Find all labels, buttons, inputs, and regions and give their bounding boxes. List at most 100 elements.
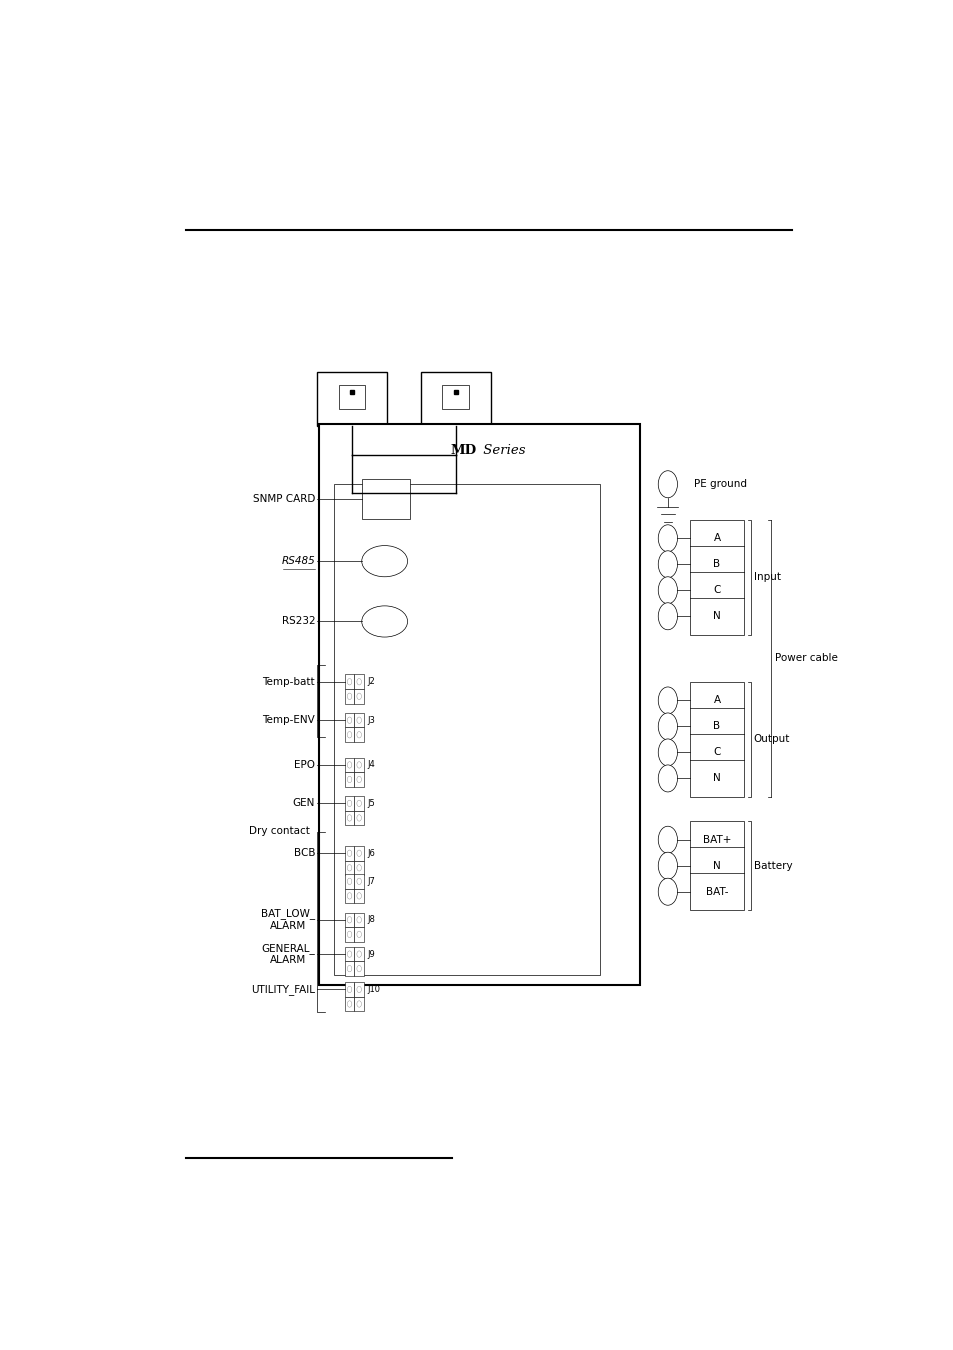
Circle shape [347, 814, 352, 821]
Text: J2: J2 [367, 678, 375, 686]
FancyBboxPatch shape [354, 757, 364, 772]
Ellipse shape [361, 606, 407, 637]
Text: N: N [713, 861, 720, 871]
Circle shape [356, 917, 361, 923]
Circle shape [356, 776, 361, 783]
Text: BCB: BCB [294, 848, 314, 859]
Ellipse shape [361, 545, 407, 576]
Circle shape [658, 826, 677, 853]
Circle shape [347, 878, 352, 884]
Text: SNMP CARD: SNMP CARD [253, 494, 314, 504]
Circle shape [347, 987, 352, 992]
Circle shape [347, 801, 352, 806]
FancyBboxPatch shape [344, 983, 354, 996]
FancyBboxPatch shape [344, 913, 354, 927]
Circle shape [347, 732, 352, 738]
Text: Series: Series [478, 444, 524, 458]
FancyBboxPatch shape [354, 675, 364, 688]
FancyBboxPatch shape [354, 728, 364, 743]
Circle shape [347, 965, 352, 972]
Circle shape [658, 525, 677, 552]
Text: J8: J8 [367, 915, 375, 925]
Text: B: B [713, 721, 720, 732]
Text: C: C [713, 586, 720, 595]
Text: J6: J6 [367, 849, 375, 857]
Circle shape [347, 950, 352, 957]
Circle shape [658, 738, 677, 765]
Circle shape [347, 693, 352, 699]
Text: J10: J10 [367, 986, 379, 994]
Circle shape [356, 892, 361, 899]
Text: Input: Input [753, 572, 780, 582]
Text: BAT_LOW_
ALARM: BAT_LOW_ ALARM [261, 909, 314, 931]
FancyBboxPatch shape [318, 424, 639, 986]
FancyBboxPatch shape [344, 810, 354, 825]
Circle shape [347, 776, 352, 783]
Circle shape [356, 1000, 361, 1007]
Circle shape [356, 717, 361, 724]
FancyBboxPatch shape [354, 713, 364, 728]
Circle shape [356, 814, 361, 821]
FancyBboxPatch shape [344, 675, 354, 688]
Text: J4: J4 [367, 760, 375, 770]
Circle shape [658, 852, 677, 879]
Text: Output: Output [753, 734, 789, 744]
FancyBboxPatch shape [344, 846, 354, 860]
Circle shape [356, 679, 361, 684]
FancyBboxPatch shape [344, 888, 354, 903]
FancyBboxPatch shape [354, 913, 364, 927]
FancyBboxPatch shape [344, 728, 354, 743]
FancyBboxPatch shape [344, 860, 354, 875]
Text: RS485: RS485 [281, 556, 314, 566]
FancyBboxPatch shape [354, 983, 364, 996]
FancyBboxPatch shape [354, 772, 364, 787]
FancyBboxPatch shape [689, 520, 743, 634]
FancyBboxPatch shape [689, 682, 743, 796]
FancyBboxPatch shape [344, 713, 354, 728]
FancyBboxPatch shape [689, 821, 743, 910]
Text: Battery: Battery [753, 861, 791, 871]
FancyBboxPatch shape [344, 796, 354, 810]
Text: B: B [713, 559, 720, 570]
Circle shape [356, 761, 361, 768]
Circle shape [356, 693, 361, 699]
Text: J9: J9 [367, 949, 375, 958]
Circle shape [658, 551, 677, 578]
FancyBboxPatch shape [344, 772, 354, 787]
FancyBboxPatch shape [354, 796, 364, 810]
FancyBboxPatch shape [354, 927, 364, 942]
FancyBboxPatch shape [334, 485, 599, 975]
Text: Power cable: Power cable [774, 653, 837, 663]
Text: Dry contact: Dry contact [249, 826, 309, 837]
FancyBboxPatch shape [316, 373, 387, 427]
Circle shape [658, 713, 677, 740]
FancyBboxPatch shape [344, 996, 354, 1011]
FancyBboxPatch shape [344, 961, 354, 976]
FancyBboxPatch shape [354, 888, 364, 903]
FancyBboxPatch shape [354, 961, 364, 976]
Text: Temp-batt: Temp-batt [262, 676, 314, 687]
Circle shape [356, 950, 361, 957]
Text: RS232: RS232 [281, 617, 314, 626]
FancyBboxPatch shape [354, 846, 364, 860]
Text: A: A [713, 533, 720, 543]
Text: GEN: GEN [293, 798, 314, 809]
Circle shape [347, 864, 352, 871]
FancyBboxPatch shape [354, 996, 364, 1011]
FancyBboxPatch shape [344, 757, 354, 772]
FancyBboxPatch shape [344, 927, 354, 942]
FancyBboxPatch shape [354, 810, 364, 825]
Circle shape [658, 602, 677, 630]
FancyBboxPatch shape [344, 873, 354, 888]
Text: N: N [713, 612, 720, 621]
Text: EPO: EPO [294, 760, 314, 770]
Text: PE ground: PE ground [693, 479, 746, 489]
Text: J3: J3 [367, 716, 375, 725]
Circle shape [658, 687, 677, 714]
Text: BAT-: BAT- [705, 887, 727, 896]
Circle shape [347, 717, 352, 724]
Circle shape [356, 987, 361, 992]
FancyBboxPatch shape [344, 688, 354, 703]
Text: C: C [713, 748, 720, 757]
FancyBboxPatch shape [344, 946, 354, 961]
